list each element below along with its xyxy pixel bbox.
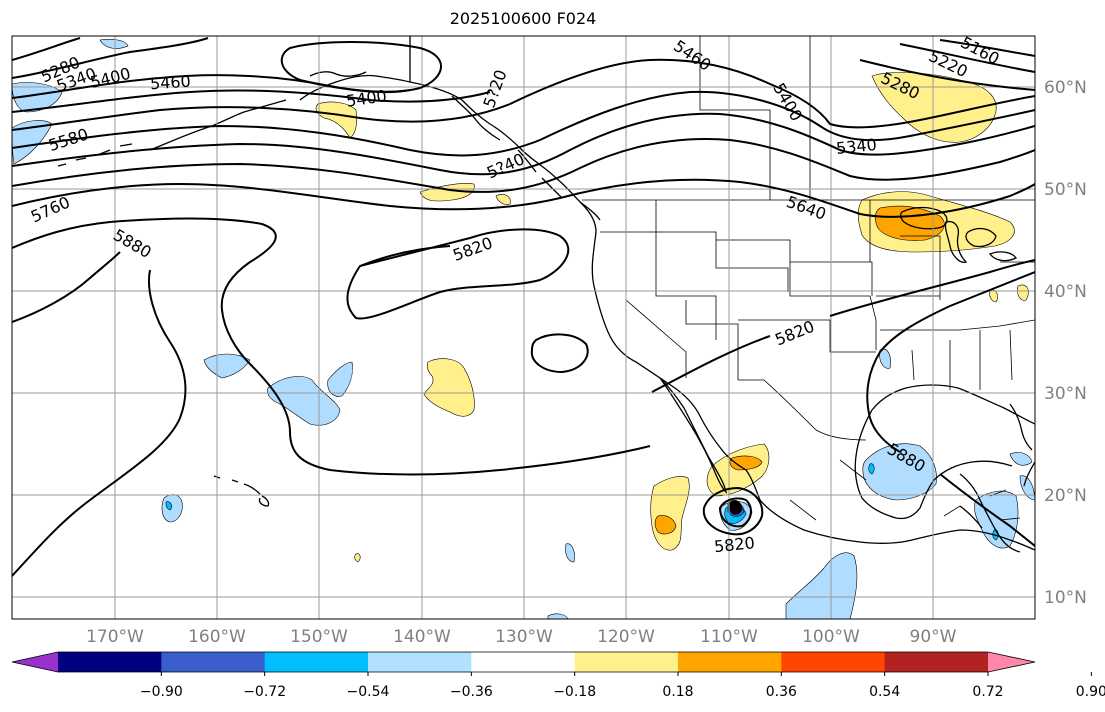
colorbar-tick-label: 0.72 [972,684,1003,700]
lat-label: 30°N [1044,384,1087,404]
colorbar-tick-label: 0.36 [766,684,797,700]
colorbar-segment [58,652,162,672]
lat-label: 20°N [1044,486,1087,506]
lat-label: 60°N [1044,78,1087,98]
colorbar-segment [471,652,576,672]
colorbar-tick-label: −0.90 [140,684,183,700]
colorbar-tick-label: 0.90 [1076,684,1105,700]
lon-label: 170°W [86,627,144,647]
colorbar-segment [161,652,266,672]
colorbar-tick-label: −0.72 [243,684,286,700]
colorbar-tick-label: 0.18 [662,684,693,700]
colorbar-tick-label: −0.18 [553,684,596,700]
latitude-labels: 60°N 50°N 40°N 30°N 20°N 10°N [1044,78,1087,608]
colorbar-extend-max [988,652,1035,672]
lon-label: 140°W [393,627,451,647]
lon-label: 130°W [495,627,553,647]
lat-label: 10°N [1044,588,1087,608]
colorbar-segment [781,652,886,672]
colorbar-segment [678,652,782,672]
height-contours [12,37,1035,577]
colorbar-segment [574,652,679,672]
lon-label: 90°W [910,627,957,647]
political-borders [409,36,1035,521]
colorbar-segment [884,652,989,672]
colorbar-tick-label: −0.54 [347,684,390,700]
lat-label: 40°N [1044,282,1087,302]
map-title: 2025100600 F024 [450,9,597,28]
lon-label: 150°W [290,627,348,647]
lat-label: 50°N [1044,180,1087,200]
lon-label: 120°W [597,627,655,647]
colorbar-segment [368,652,472,672]
colorbar-segment [264,652,369,672]
longitude-labels: 170°W 160°W 150°W 140°W 130°W 120°W 110°… [86,627,957,647]
lon-label: 100°W [802,627,860,647]
colorbar-tick-label: 0.54 [869,684,900,700]
lon-label: 160°W [188,627,246,647]
map-border [11,35,1036,620]
colorbar: −0.90 −0.72 −0.54 −0.36 −0.18 0.18 0.36 0.54 0.7… [11,651,1105,700]
colorbar-tick-label: −0.36 [450,684,493,700]
contour-label: 5340 [835,135,877,158]
contour-label: 5820 [713,533,755,556]
colorbar-outline [11,651,1036,673]
colorbar-extend-min [12,652,58,672]
contour-label: 5460 [149,72,191,94]
lon-label: 110°W [700,627,758,647]
